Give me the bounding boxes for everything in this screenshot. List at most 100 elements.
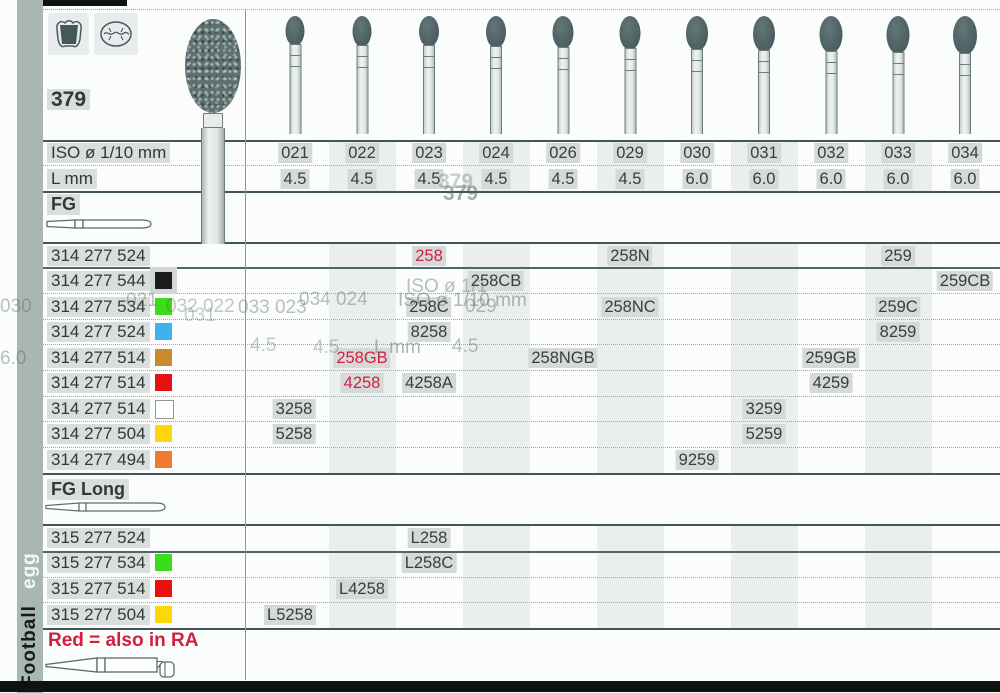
rule	[41, 344, 1000, 345]
grit-chip-yellow	[155, 425, 172, 442]
code-column-divider	[245, 9, 246, 680]
sidebar-shape-label: egg	[19, 552, 40, 590]
ra-shank-icon	[45, 653, 177, 679]
order-code: 314 277 494	[47, 450, 150, 470]
order-code: 314 277 514	[47, 348, 150, 368]
column-stripe	[463, 524, 530, 628]
ghost-text: 030	[0, 296, 32, 317]
order-code: 315 277 504	[47, 605, 150, 625]
bur-image-024	[486, 16, 506, 134]
table-top-rule	[41, 9, 1000, 10]
fg-long-shank-icon	[45, 501, 167, 513]
column-stripe	[597, 242, 664, 473]
order-code: 314 277 504	[47, 424, 150, 444]
bur-ref: 259CB	[936, 271, 994, 291]
bur-ref: L4258	[336, 579, 388, 599]
iso-value: 032	[814, 143, 848, 163]
length-value: 6.0	[682, 169, 712, 189]
iso-value: 033	[881, 143, 915, 163]
bur-image-029	[619, 16, 641, 134]
ghost-text: 032 022	[166, 296, 235, 317]
sidebar-category-label: Football	[19, 605, 40, 687]
rule	[41, 524, 1000, 526]
bur-ref: 3258	[272, 399, 316, 419]
bur-image-023	[419, 16, 439, 134]
bur-neck	[203, 113, 223, 128]
bur-ref: 4258	[340, 373, 384, 393]
order-code: 314 277 514	[47, 373, 150, 393]
grit-chip-yellow	[155, 606, 172, 623]
order-code: 315 277 534	[47, 553, 150, 573]
bur-ref: 259GB	[802, 348, 860, 368]
bur-ref: 8259	[876, 322, 920, 342]
grit-chip-white	[155, 400, 174, 419]
order-code: 315 277 524	[47, 528, 150, 548]
order-code: 314 277 524	[47, 322, 150, 342]
iso-value: 022	[345, 143, 379, 163]
rule	[41, 267, 1000, 269]
length-value: 4.5	[280, 169, 310, 189]
grit-chip-green	[155, 298, 172, 315]
bur-ref: L258	[407, 528, 451, 548]
order-code: 314 277 524	[47, 246, 150, 266]
ghost-text: 033 023	[238, 297, 307, 318]
rule	[41, 628, 1000, 630]
ghost-text: 4.5	[250, 335, 277, 356]
ghost-text: 379	[443, 182, 479, 205]
scan-edge-mark	[0, 681, 1000, 692]
column-stripe	[329, 524, 396, 628]
ghost-text: 379	[438, 170, 474, 193]
section-label-fg: FG	[47, 194, 80, 215]
grit-chip-green	[155, 554, 172, 571]
rule	[41, 140, 1000, 142]
bur-ref: 8258	[407, 322, 451, 342]
ghost-text: 034 024	[299, 289, 368, 310]
length-row-label: L mm	[47, 169, 97, 189]
length-value: 4.5	[347, 169, 377, 189]
bur-ref: 3259	[742, 399, 786, 419]
fg-shank-icon	[45, 217, 153, 231]
bur-ref: 258NGB	[528, 348, 598, 368]
ghost-text: ISO ø 1/10 mm	[398, 290, 527, 311]
length-value: 4.5	[548, 169, 578, 189]
ghost-text: 031	[184, 305, 216, 326]
bur-ref: 9259	[675, 450, 719, 470]
iso-value: 034	[948, 143, 982, 163]
order-code: 314 277 534	[47, 297, 150, 317]
bur-ref: 258C	[406, 297, 452, 317]
bur-ref: 4259	[809, 373, 853, 393]
bur-ref: 258	[412, 246, 446, 266]
iso-value: 021	[278, 143, 312, 163]
bur-ref: 258N	[607, 246, 653, 266]
iso-row-label: ISO ø 1/10 mm	[47, 143, 171, 163]
iso-value: 026	[546, 143, 580, 163]
rule	[41, 447, 1000, 448]
tooth-crown-prep-icon	[48, 13, 89, 55]
length-value: 6.0	[950, 169, 980, 189]
ghost-text: 4.5	[313, 337, 340, 358]
iso-value: 029	[613, 143, 647, 163]
column-stripe	[865, 524, 932, 628]
bur-ref: L5258	[264, 605, 316, 625]
bur-ref: 4258A	[402, 373, 456, 393]
ghost-text: 4.5	[452, 336, 479, 357]
ghost-text: 029	[465, 296, 497, 317]
section-label-fg-long: FG Long	[47, 479, 129, 500]
bur-ref: L258C	[401, 553, 457, 573]
order-code: 314 277 544	[47, 271, 150, 291]
rule	[41, 577, 1000, 578]
scan-edge-mark	[43, 0, 127, 6]
length-value: 6.0	[749, 169, 779, 189]
ghost-text: 6.0	[0, 348, 27, 369]
bur-image-034	[953, 16, 977, 134]
bur-ref: 258NC	[601, 297, 659, 317]
bur-image-032	[819, 16, 843, 134]
featured-bur-image	[185, 19, 241, 244]
rule	[41, 370, 1000, 371]
rule	[41, 293, 1000, 294]
ghost-text: 021	[126, 290, 158, 311]
bur-image-021	[285, 16, 305, 134]
order-code: 315 277 514	[47, 579, 150, 599]
ghost-text: ISO ø 1/1	[406, 276, 488, 297]
